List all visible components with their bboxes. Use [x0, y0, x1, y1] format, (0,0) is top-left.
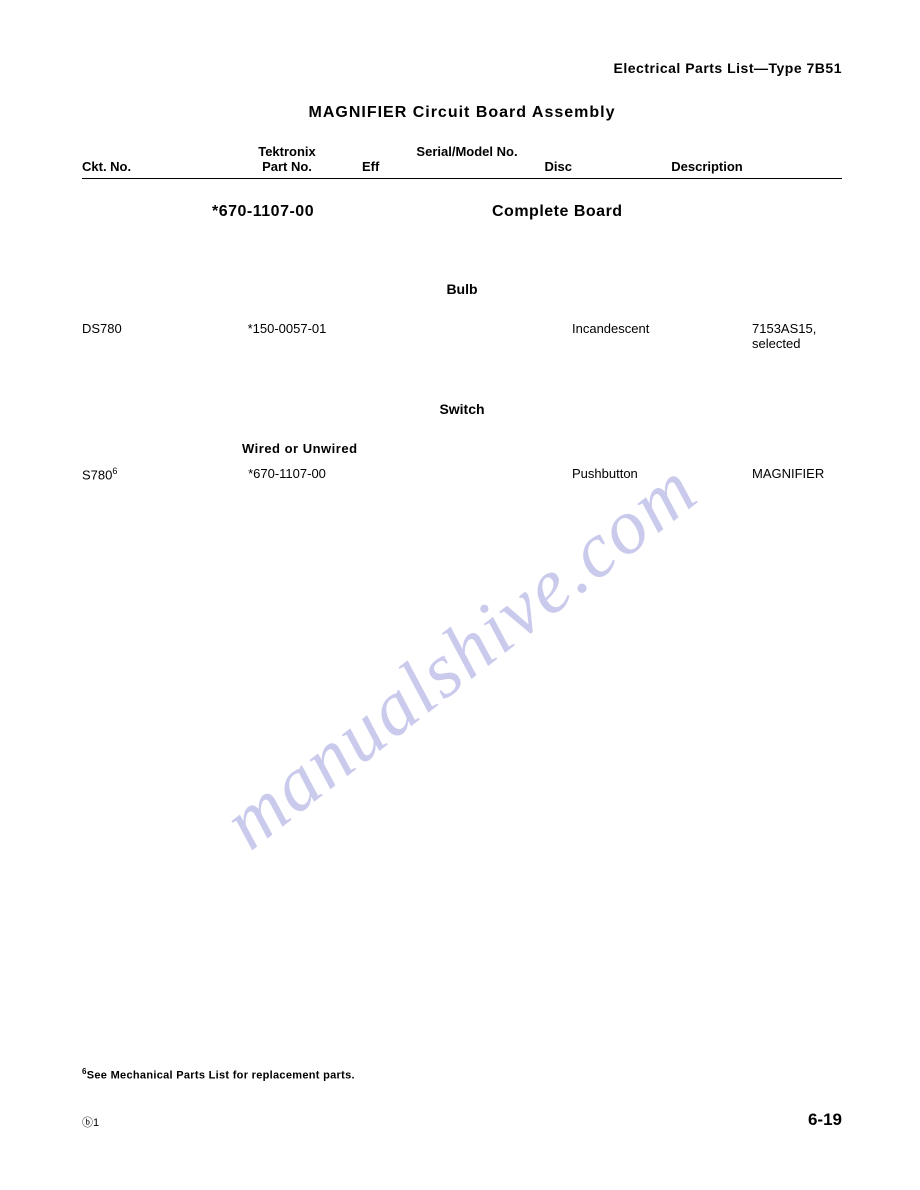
- col-header-part-line1: Tektronix: [212, 144, 362, 159]
- watermark-text: manualshive.com: [206, 442, 714, 866]
- col-header-serial: Serial/Model No. Eff Disc: [362, 144, 572, 174]
- page-container: Electrical Parts List—Type 7B51 MAGNIFIE…: [0, 0, 920, 1190]
- col-header-part-line2: Part No.: [212, 159, 362, 174]
- footnote-text: See Mechanical Parts List for replacemen…: [87, 1070, 355, 1082]
- cell-ckt: DS780: [82, 321, 212, 351]
- cell-desc2: 7153AS15, selected: [722, 321, 842, 351]
- col-header-ckt: Ckt. No.: [82, 159, 212, 174]
- cell-desc2: MAGNIFIER: [722, 466, 842, 482]
- col-header-disc: Disc: [545, 159, 572, 174]
- section-heading-switch: Switch: [82, 401, 842, 417]
- cell-ckt: S7806: [82, 466, 212, 482]
- col-header-serial-top: Serial/Model No.: [362, 144, 572, 159]
- cell-desc1: Pushbutton: [572, 466, 722, 482]
- section-subheading: Wired or Unwired: [82, 441, 842, 456]
- table-row: DS780 *150-0057-01 Incandescent 7153AS15…: [82, 321, 842, 351]
- table-header-row: Ckt. No. Tektronix Part No. Serial/Model…: [82, 144, 842, 179]
- table-row: S7806 *670-1107-00 Pushbutton MAGNIFIER: [82, 466, 842, 482]
- cell-desc1: Incandescent: [572, 321, 722, 351]
- board-part-no: *670-1107-00: [212, 203, 412, 221]
- col-header-desc: Description: [572, 159, 842, 174]
- col-header-part: Tektronix Part No.: [212, 144, 362, 174]
- page-marker: ⓑ1: [82, 1114, 99, 1130]
- footnote: 6See Mechanical Parts List for replaceme…: [82, 1067, 355, 1082]
- assembly-title: MAGNIFIER Circuit Board Assembly: [82, 104, 842, 122]
- cell-part: *670-1107-00: [212, 466, 362, 482]
- section-heading-bulb: Bulb: [82, 281, 842, 297]
- page-number: 6-19: [808, 1110, 842, 1130]
- board-desc: Complete Board: [412, 203, 842, 221]
- document-header: Electrical Parts List—Type 7B51: [82, 60, 842, 76]
- col-header-eff: Eff: [362, 159, 379, 174]
- board-row: *670-1107-00 Complete Board: [82, 203, 842, 221]
- cell-ckt-sup: 6: [112, 466, 117, 476]
- cell-part: *150-0057-01: [212, 321, 362, 351]
- cell-ckt-text: S780: [82, 467, 112, 482]
